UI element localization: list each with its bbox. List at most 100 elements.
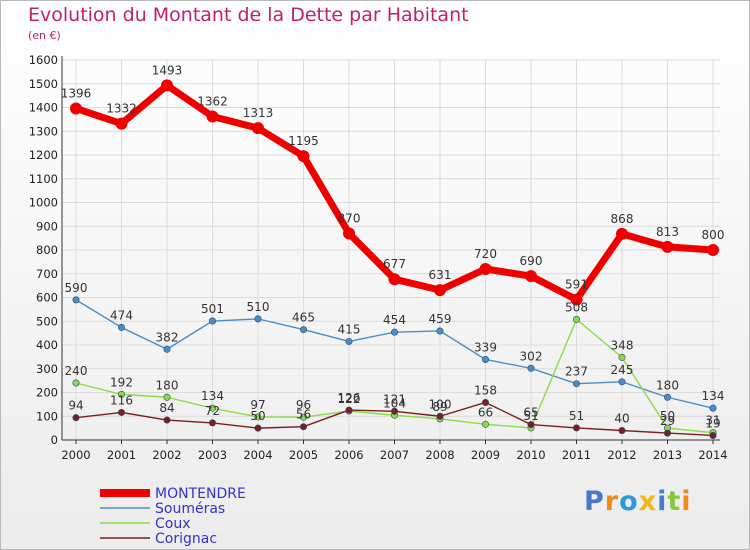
data-label: 126 — [338, 391, 361, 405]
data-label: 65 — [523, 406, 538, 420]
y-tick-label: 100 — [36, 409, 58, 423]
data-label: 508 — [565, 300, 588, 314]
data-point — [572, 380, 580, 388]
data-point — [343, 227, 355, 240]
data-label: 96 — [296, 398, 311, 412]
data-label: 339 — [474, 340, 497, 354]
data-label: 237 — [565, 365, 588, 379]
axis-layer: 0 100 200 300 400 500 600 700 800 900 1000 1100 1200… — [29, 53, 728, 462]
y-tick-label: 1600 — [29, 53, 58, 67]
data-label: 465 — [292, 311, 315, 325]
x-tick-label: 2011 — [562, 448, 591, 462]
logo-letter: x — [638, 486, 658, 517]
data-point — [209, 419, 217, 427]
data-label: 677 — [383, 257, 406, 271]
data-label: 800 — [702, 228, 725, 242]
data-point — [118, 408, 126, 416]
data-label: 94 — [68, 399, 83, 413]
data-point — [209, 404, 217, 412]
chart-title: Evolution du Montant de la Dette par Hab… — [28, 4, 469, 26]
y-tick-label: 1000 — [29, 196, 58, 210]
data-label: 134 — [702, 389, 725, 403]
data-point — [299, 413, 307, 421]
x-tick-label: 2002 — [152, 448, 181, 462]
data-point — [527, 364, 535, 372]
data-label: 158 — [474, 383, 497, 397]
data-label: 134 — [201, 389, 224, 403]
data-point — [163, 393, 171, 401]
data-point — [661, 240, 674, 253]
data-label: 50 — [250, 409, 265, 423]
data-point — [299, 423, 307, 431]
data-point — [72, 379, 80, 387]
data-point — [481, 420, 489, 428]
data-label: 240 — [65, 364, 88, 378]
data-point — [118, 323, 126, 331]
legend-entry: Coux — [155, 516, 191, 532]
data-label: 870 — [338, 211, 361, 225]
x-tick-label: 2000 — [61, 448, 90, 462]
data-point — [297, 150, 310, 163]
data-point — [663, 393, 671, 401]
data-point — [707, 244, 719, 256]
data-point — [345, 406, 353, 414]
data-label: 180 — [656, 378, 679, 392]
data-point — [161, 79, 173, 92]
y-tick-label: 1300 — [29, 124, 58, 138]
series-layer — [70, 79, 719, 439]
data-label: 348 — [611, 338, 634, 352]
data-label: 56 — [296, 408, 311, 422]
data-label: 510 — [247, 300, 270, 314]
data-label: 29 — [660, 414, 675, 428]
data-point — [436, 327, 444, 335]
data-point — [709, 404, 717, 412]
legend-entry: Corignac — [155, 531, 217, 547]
data-label: 122 — [338, 392, 361, 406]
x-tick-label: 2014 — [698, 448, 727, 462]
data-label: 459 — [429, 312, 452, 326]
logo-letter: i — [681, 486, 692, 517]
data-point — [436, 412, 444, 420]
data-point — [572, 424, 580, 432]
data-point — [618, 426, 626, 434]
x-tick-label: 2003 — [198, 448, 227, 462]
x-tick-label: 2008 — [425, 448, 454, 462]
data-label: 1195 — [288, 134, 319, 148]
y-tick-label: 1200 — [29, 148, 58, 162]
x-tick-label: 2004 — [243, 448, 272, 462]
data-point — [163, 345, 171, 353]
data-label: 97 — [250, 398, 265, 412]
logo-letter: i — [657, 486, 668, 517]
data-label: 382 — [156, 330, 179, 344]
data-point — [390, 407, 398, 415]
data-label: 454 — [383, 313, 406, 327]
data-label: 1362 — [197, 95, 228, 109]
data-label: 192 — [110, 375, 133, 389]
x-tick-label: 2005 — [289, 448, 318, 462]
data-point — [618, 353, 626, 361]
data-point — [252, 122, 264, 135]
data-point — [209, 317, 217, 325]
data-label: 84 — [159, 401, 174, 415]
data-label-layer: 1396 1332 1493 1362 1313 1195 870 677 631 720 690 5… — [61, 63, 725, 430]
y-tick-label: 800 — [36, 243, 58, 257]
logo-letter: r — [604, 486, 620, 517]
data-point — [434, 284, 446, 297]
legend-entry: Souméras — [155, 501, 225, 517]
y-tick-label: 700 — [36, 267, 58, 281]
y-tick-label: 500 — [36, 314, 58, 328]
data-label: 100 — [429, 397, 452, 411]
data-point — [616, 227, 628, 240]
data-point — [72, 296, 80, 304]
data-label: 474 — [110, 308, 133, 322]
data-point — [390, 328, 398, 336]
data-label: 720 — [474, 247, 497, 261]
data-label: 1396 — [61, 86, 92, 100]
data-label: 690 — [520, 254, 543, 268]
y-tick-label: 900 — [36, 219, 58, 233]
y-tick-label: 1400 — [29, 101, 58, 115]
data-label: 1313 — [243, 106, 274, 120]
y-tick-label: 400 — [36, 338, 58, 352]
data-label: 31 — [705, 414, 720, 428]
